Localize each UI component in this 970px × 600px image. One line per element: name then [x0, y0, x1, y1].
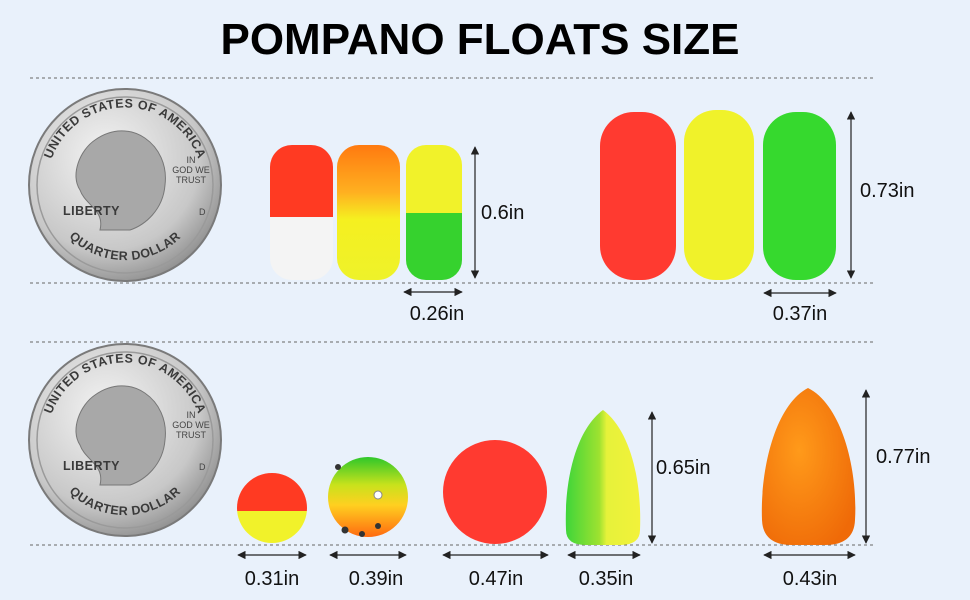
coin-motto: GOD WE: [172, 165, 210, 175]
float: [761, 388, 856, 545]
width-label: 0.47in: [469, 568, 524, 590]
float: [443, 440, 547, 544]
float: [684, 110, 754, 280]
coin-mint: D: [199, 207, 206, 217]
float: [600, 112, 676, 280]
width-label: 0.35in: [579, 568, 634, 590]
float: [406, 145, 462, 280]
coin-mint: D: [199, 462, 206, 472]
coin-motto: TRUST: [176, 175, 206, 185]
height-label: 0.65in: [656, 457, 711, 479]
height-label: 0.77in: [876, 446, 931, 468]
width-label: 0.39in: [349, 568, 404, 590]
coin-motto: IN: [187, 155, 196, 165]
float: [565, 410, 641, 545]
height-label: 0.6in: [481, 202, 524, 224]
coin-liberty: LIBERTY: [63, 204, 120, 218]
title: POMPANO FLOATS SIZE: [220, 15, 739, 64]
coin-motto: TRUST: [176, 430, 206, 440]
float: [328, 457, 408, 537]
width-label: 0.26in: [410, 303, 465, 325]
coin-liberty: LIBERTY: [63, 459, 120, 473]
width-label: 0.37in: [773, 303, 828, 325]
float: [337, 145, 400, 280]
float: [237, 473, 307, 543]
width-label: 0.31in: [245, 568, 300, 590]
height-label: 0.73in: [860, 180, 915, 202]
width-label: 0.43in: [783, 568, 838, 590]
coin-motto: GOD WE: [172, 420, 210, 430]
float: [763, 112, 836, 280]
coin-motto: IN: [187, 410, 196, 420]
coin: UNITED STATES OF AMERICA QUARTER DOLLAR …: [28, 343, 222, 537]
coin: UNITED STATES OF AMERICA QUARTER DOLLAR …: [28, 88, 222, 282]
float: [270, 145, 333, 280]
